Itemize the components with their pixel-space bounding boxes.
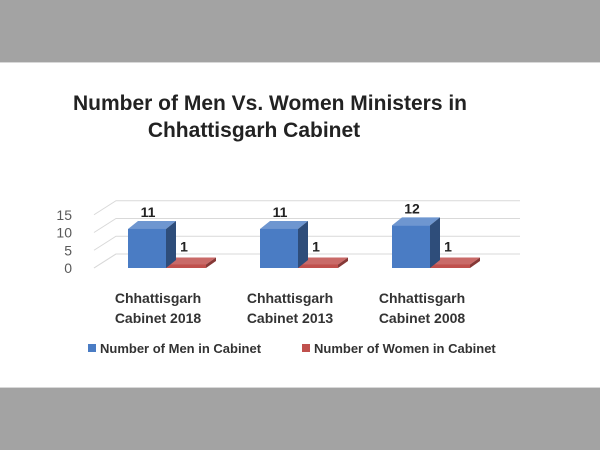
bar-women [166,264,206,268]
data-label-women: 1 [180,238,188,254]
data-label-men: 12 [404,200,420,216]
bar-women-side [338,257,348,268]
legend-swatch-men [88,344,96,352]
gridline [93,200,520,216]
data-label-women: 1 [312,238,320,254]
data-label-men: 11 [141,204,156,220]
bar-women-top [166,257,216,265]
gridline [93,218,520,233]
bar-women-top [298,257,348,265]
bar-men [392,225,430,268]
category-label: Chhattisgarh [247,290,333,306]
y-tick-label: 15 [56,207,72,223]
bar-women-side [470,257,480,268]
bar-men-top [128,220,176,229]
bottom-gray-band [0,388,600,450]
bar-women [298,264,338,268]
legend-swatch-women [302,344,310,352]
category-label: Chhattisgarh [115,290,201,306]
legend-label-women: Number of Women in Cabinet [314,341,496,356]
bar-men-top [392,217,440,226]
category-label: Cabinet 2008 [379,310,466,326]
bar-men-side [298,220,308,268]
legend-label-men: Number of Men in Cabinet [100,341,262,356]
bar-women [430,264,470,268]
chart-title-line-1: Number of Men Vs. Women Ministers in [73,92,467,115]
y-tick-label: 5 [64,242,72,258]
bar-women-side [206,257,216,268]
category-label: Cabinet 2013 [247,310,334,326]
bar-men-top [260,220,308,229]
gridline [93,235,520,251]
chart-title-line-2: Chhattisgarh Cabinet [147,119,361,142]
category-label: Chhattisgarh [379,290,465,306]
y-tick-label: 10 [56,225,72,241]
bar-men [128,228,166,268]
bar-men-side [166,220,176,268]
data-label-women: 1 [444,238,452,254]
y-tick-label: 0 [64,260,72,276]
bar-men-side [430,217,440,268]
bar-men [260,228,298,268]
bar-women-top [430,257,480,265]
chart-card: Number of Men Vs. Women Ministers in Chh… [0,62,600,388]
top-gray-band [0,0,600,62]
category-label: Cabinet 2018 [115,310,202,326]
floor-edge [93,253,117,269]
data-label-men: 11 [273,204,288,220]
